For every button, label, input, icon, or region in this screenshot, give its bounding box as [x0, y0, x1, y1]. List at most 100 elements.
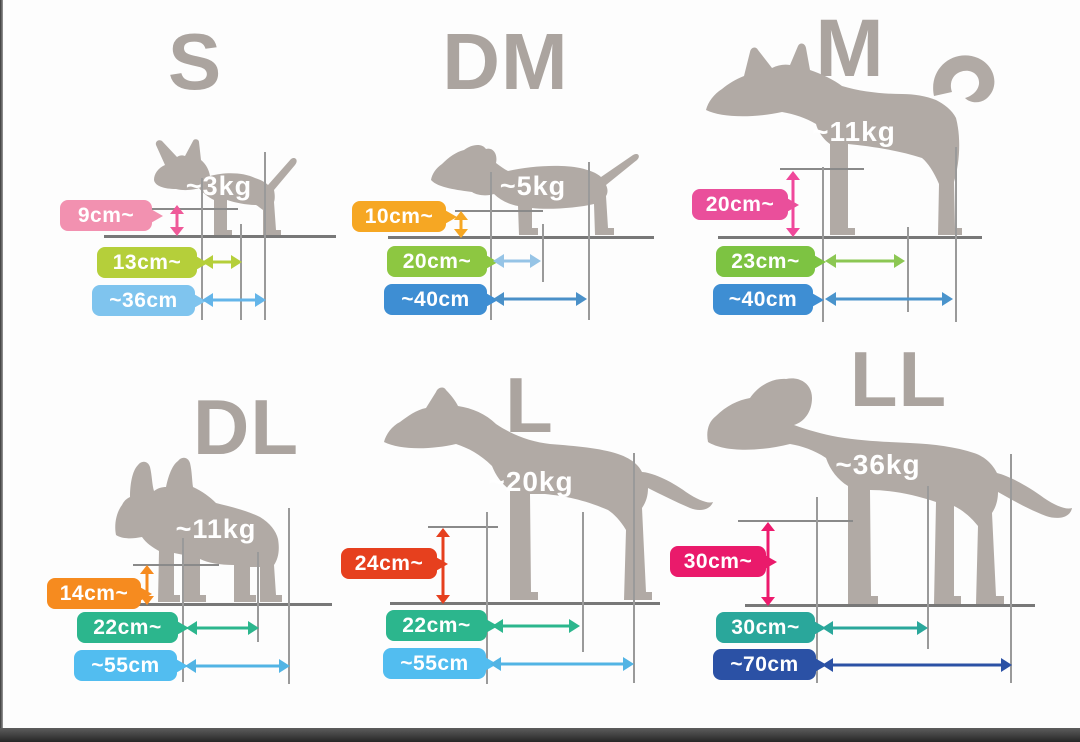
guide-line	[927, 486, 929, 649]
back-height-line	[455, 210, 543, 212]
size-code-m: M	[815, 3, 885, 94]
size-code-dm: DM	[442, 17, 569, 106]
ground-line	[718, 236, 982, 239]
measurement-label: 14cm~	[59, 582, 129, 605]
guide-line	[542, 224, 544, 282]
back-height-line	[428, 526, 498, 528]
guide-line	[633, 453, 635, 683]
measurement-badge-back-length: 22cm~	[77, 612, 178, 643]
labrador-silhouette-icon	[707, 378, 1072, 604]
shiba-silhouette-icon	[706, 43, 995, 235]
measurement-label: ~55cm	[91, 654, 160, 677]
measurement-badge-back-height: 20cm~	[692, 189, 788, 220]
guide-line	[486, 512, 488, 684]
measurement-label: 30cm~	[731, 616, 800, 639]
weight-label: ~3kg	[185, 171, 253, 201]
weight-label: ~36kg	[835, 449, 921, 480]
guide-line	[907, 227, 909, 312]
measurement-badge-total-length: ~55cm	[383, 648, 486, 679]
weight-label: ~5kg	[499, 171, 567, 201]
measurement-label: ~40cm	[401, 288, 470, 311]
guide-line	[257, 552, 259, 642]
weight-label: ~20kg	[488, 466, 574, 497]
guide-line	[490, 172, 492, 320]
measurement-badge-back-length: 20cm~	[387, 246, 487, 277]
measurement-label: 30cm~	[683, 550, 753, 573]
back-height-line	[738, 520, 853, 522]
measurement-label: 20cm~	[402, 250, 472, 273]
length-arrow	[493, 254, 541, 268]
length-arrow	[185, 659, 290, 673]
measurement-badge-total-length: ~70cm	[713, 649, 816, 680]
height-arrow	[169, 205, 185, 236]
size-code-ll: LL	[849, 335, 948, 423]
measurement-label: 24cm~	[354, 552, 424, 575]
size-code-dl: DL	[193, 383, 299, 471]
guide-line	[264, 152, 266, 320]
chihuahua-silhouette-icon	[154, 139, 297, 235]
weight-label: ~11kg	[812, 116, 896, 147]
length-arrow	[492, 619, 580, 633]
back-height-line	[133, 564, 219, 566]
guide-line	[588, 162, 590, 320]
size-code-l: L	[505, 361, 554, 449]
measurement-label: 13cm~	[112, 251, 182, 274]
measurement-badge-total-length: ~40cm	[384, 284, 487, 315]
dachshund-silhouette-icon	[431, 144, 639, 235]
measurement-badge-back-length: 13cm~	[97, 247, 197, 278]
ground-line	[104, 235, 336, 238]
measurement-badge-back-height: 30cm~	[670, 546, 766, 577]
length-arrow	[825, 254, 905, 268]
measurement-badge-back-height: 10cm~	[352, 201, 446, 232]
measurement-badge-back-height: 14cm~	[47, 578, 141, 609]
measurement-badge-back-height: 24cm~	[341, 548, 437, 579]
length-arrow	[822, 658, 1012, 672]
large-mixed-breed-silhouette-icon	[384, 387, 713, 600]
measurement-badge-back-height: 9cm~	[60, 200, 152, 231]
guide-line	[822, 167, 824, 322]
measurement-label: 9cm~	[77, 204, 135, 227]
measurement-label: 23cm~	[731, 250, 800, 273]
measurement-badge-total-length: ~55cm	[74, 650, 177, 681]
guide-line	[816, 497, 818, 683]
measurement-label: ~36cm	[109, 289, 178, 312]
measurement-label: ~55cm	[400, 652, 469, 675]
length-arrow	[202, 255, 242, 269]
weight-label: ~11kg	[175, 514, 257, 544]
measurement-label: 22cm~	[93, 616, 162, 639]
guide-line	[1010, 454, 1012, 683]
measurement-badge-total-length: ~36cm	[92, 285, 195, 316]
guide-line	[955, 147, 957, 322]
photo-left-edge	[0, 0, 3, 742]
back-height-line	[152, 208, 238, 210]
french-bulldog-silhouette-icon	[115, 457, 282, 602]
measurement-label: ~70cm	[730, 653, 799, 676]
measurement-label: 20cm~	[705, 193, 775, 216]
size-code-s: S	[167, 17, 223, 106]
guide-line	[182, 538, 184, 682]
length-arrow	[822, 621, 928, 635]
ground-line	[745, 604, 1035, 607]
guide-line	[201, 178, 203, 320]
guide-line	[582, 512, 584, 652]
guide-line	[288, 508, 290, 684]
measurement-badge-back-length: 30cm~	[716, 612, 815, 643]
length-arrow	[202, 293, 266, 307]
length-arrow	[493, 292, 587, 306]
guide-line	[240, 224, 242, 320]
ground-line	[388, 236, 654, 239]
measurement-label: 22cm~	[402, 614, 471, 637]
length-arrow	[186, 621, 259, 635]
measurement-badge-total-length: ~40cm	[713, 284, 813, 315]
measurement-badge-back-length: 23cm~	[716, 246, 815, 277]
photo-bottom-bar	[0, 728, 1080, 742]
length-arrow	[825, 292, 953, 306]
length-arrow	[490, 657, 634, 671]
measurement-label: 10cm~	[364, 205, 434, 228]
ground-line	[390, 602, 660, 605]
height-arrow	[453, 211, 469, 238]
measurement-label: ~40cm	[728, 288, 798, 311]
measurement-badge-back-length: 22cm~	[386, 610, 487, 641]
ground-line	[72, 603, 332, 606]
